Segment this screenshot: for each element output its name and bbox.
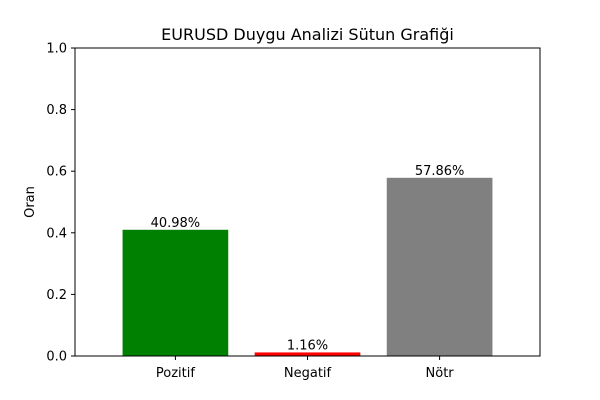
chart-title: EURUSD Duygu Analizi Sütun Grafiği [161, 25, 454, 44]
y-tick-label: 0.2 [46, 288, 67, 303]
plot-frame [74, 47, 541, 357]
x-tick-label-pozitif: Pozitif [156, 366, 195, 381]
data-label-negatif: 1.16% [287, 338, 328, 353]
y-tick-label: 1.0 [46, 42, 67, 57]
y-tick-label: 0.4 [46, 226, 67, 241]
y-tick-label: 0.8 [46, 103, 67, 118]
y-axis-label: Oran [23, 186, 38, 218]
y-tick-label: 0.6 [46, 165, 67, 180]
x-tick-label-negatif: Negatif [284, 366, 332, 381]
y-axis-ticks: 0.0 0.2 0.4 0.6 0.8 1.0 [46, 42, 75, 365]
data-labels-group: 40.98% 1.16% 57.86% [151, 164, 465, 354]
y-tick-label: 0.0 [46, 350, 67, 365]
x-tick-label-nötr: Nötr [426, 366, 455, 381]
data-label-pozitif: 40.98% [151, 216, 201, 231]
bars-group [122, 177, 493, 356]
bar-nötr [386, 177, 493, 356]
x-axis-ticks: Pozitif Negatif Nötr [156, 356, 454, 381]
bar-negatif [254, 352, 361, 356]
data-label-nötr: 57.86% [415, 164, 465, 179]
bar-pozitif [122, 229, 229, 356]
